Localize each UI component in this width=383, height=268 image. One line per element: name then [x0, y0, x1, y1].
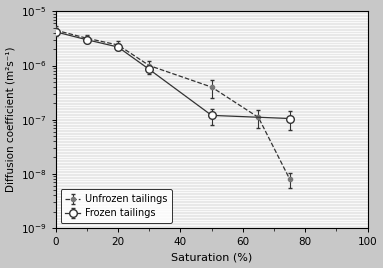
Legend: Unfrozen tailings, Frozen tailings: Unfrozen tailings, Frozen tailings	[61, 189, 172, 223]
Y-axis label: Diffusion coefficient (m²s⁻¹): Diffusion coefficient (m²s⁻¹)	[6, 47, 16, 192]
X-axis label: Saturation (%): Saturation (%)	[171, 252, 252, 262]
